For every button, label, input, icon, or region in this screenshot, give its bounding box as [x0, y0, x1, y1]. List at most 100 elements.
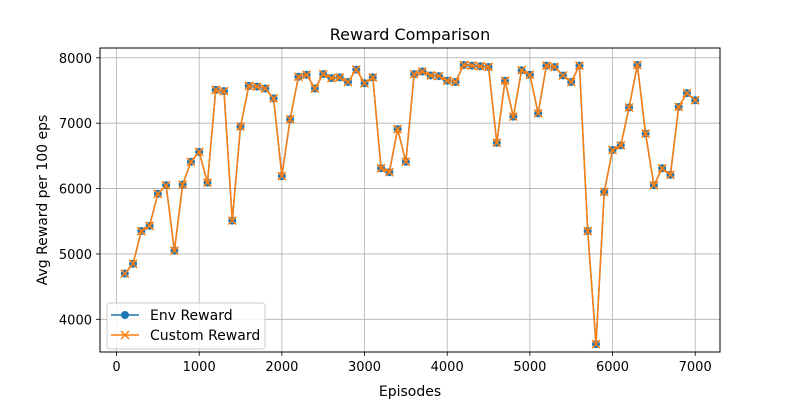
- data-point-custom-reward: [517, 65, 527, 75]
- data-point-custom-reward: [260, 84, 270, 94]
- data-point-custom-reward: [624, 102, 634, 113]
- data-point-custom-reward: [252, 82, 262, 92]
- data-point-custom-reward: [616, 140, 626, 150]
- data-point-custom-reward: [450, 77, 460, 87]
- data-point-custom-reward: [161, 180, 171, 190]
- data-point-custom-reward: [376, 163, 386, 173]
- data-point-custom-reward: [426, 70, 436, 80]
- y-tick-label: 5000: [59, 248, 92, 263]
- data-point-custom-reward: [169, 246, 179, 256]
- data-point-custom-reward: [442, 76, 452, 86]
- data-point-custom-reward: [211, 85, 221, 95]
- legend-marker-env-reward: [121, 311, 129, 319]
- y-tick-label: 8000: [59, 52, 92, 67]
- data-point-custom-reward: [202, 178, 212, 188]
- data-point-custom-reward: [608, 145, 618, 155]
- data-point-custom-reward: [219, 86, 229, 96]
- data-point-custom-reward: [508, 112, 518, 122]
- data-point-custom-reward: [326, 73, 336, 83]
- x-tick-label: 1000: [183, 360, 216, 375]
- data-point-custom-reward: [335, 72, 345, 82]
- data-point-custom-reward: [500, 76, 510, 86]
- y-axis-label: Avg Reward per 100 eps: [35, 115, 51, 286]
- data-point-custom-reward: [682, 88, 692, 98]
- data-point-custom-reward: [475, 61, 485, 71]
- data-point-custom-reward: [550, 62, 560, 72]
- data-point-custom-reward: [244, 81, 254, 91]
- legend-entry-custom-reward: Custom Reward: [111, 328, 260, 344]
- data-point-custom-reward: [227, 216, 237, 226]
- data-point-custom-reward: [632, 60, 642, 70]
- data-point-custom-reward: [599, 187, 609, 197]
- data-point-custom-reward: [277, 171, 287, 181]
- data-point-custom-reward: [236, 121, 246, 131]
- legend: Env Reward Custom Reward: [106, 302, 266, 350]
- data-point-custom-reward: [269, 93, 279, 103]
- data-point-custom-reward: [583, 226, 593, 236]
- data-point-custom-reward: [136, 226, 146, 236]
- data-point-custom-reward: [574, 61, 584, 71]
- data-point-custom-reward: [401, 157, 411, 167]
- data-point-custom-reward: [484, 62, 494, 72]
- data-point-custom-reward: [657, 163, 667, 173]
- data-point-custom-reward: [343, 77, 353, 87]
- data-point-custom-reward: [492, 138, 502, 148]
- data-point-custom-reward: [467, 61, 477, 71]
- data-point-custom-reward: [178, 180, 188, 190]
- data-point-custom-reward: [690, 95, 700, 105]
- legend-label-env-reward: Env Reward: [150, 308, 233, 324]
- data-point-custom-reward: [368, 72, 378, 82]
- data-point-custom-reward: [417, 67, 427, 77]
- legend-marker-custom-reward: [120, 330, 130, 340]
- x-tick-label: 7000: [679, 360, 712, 375]
- series-line-custom-reward: [124, 64, 696, 345]
- x-tick-label: 0: [112, 360, 120, 375]
- axis-ticks: 0 1000 2000 3000 4000 5000 6000 7000 4000 5000 600…: [59, 52, 712, 375]
- data-point-custom-reward: [591, 339, 601, 349]
- data-point-custom-reward: [293, 72, 303, 82]
- data-point-custom-reward: [145, 221, 155, 231]
- data-point-custom-reward: [186, 157, 196, 167]
- x-axis-label: Episodes: [379, 384, 441, 400]
- y-tick-label: 4000: [59, 313, 92, 328]
- data-point-custom-reward: [525, 70, 535, 80]
- x-tick-label: 4000: [431, 360, 464, 375]
- data-point-custom-reward: [409, 69, 419, 79]
- data-point-custom-reward: [285, 114, 295, 124]
- data-point-custom-reward: [120, 269, 130, 279]
- x-tick-label: 6000: [596, 360, 629, 375]
- data-point-custom-reward: [351, 65, 361, 75]
- data-point-custom-reward: [541, 61, 551, 71]
- data-point-custom-reward: [649, 180, 659, 190]
- legend-entry-env-reward: Env Reward: [111, 308, 233, 324]
- data-point-custom-reward: [674, 102, 684, 112]
- data-point-custom-reward: [128, 259, 138, 269]
- data-point-custom-reward: [360, 78, 370, 88]
- plot-area-frame: [99, 47, 721, 353]
- series-lines: [120, 60, 700, 349]
- data-point-custom-reward: [302, 70, 312, 80]
- data-point-custom-reward: [434, 71, 444, 81]
- data-point-custom-reward: [310, 84, 320, 94]
- data-point-custom-reward: [459, 60, 469, 70]
- data-point-custom-reward: [318, 69, 328, 79]
- data-point-custom-reward: [665, 170, 675, 180]
- data-point-custom-reward: [558, 70, 568, 80]
- data-point-custom-reward: [566, 77, 576, 87]
- x-tick-label: 3000: [348, 360, 381, 375]
- data-point-custom-reward: [641, 129, 651, 139]
- y-tick-label: 6000: [59, 183, 92, 198]
- y-tick-label: 7000: [59, 117, 92, 132]
- x-tick-label: 5000: [513, 360, 546, 375]
- data-point-custom-reward: [384, 167, 394, 177]
- legend-label-custom-reward: Custom Reward: [150, 328, 260, 344]
- x-tick-label: 2000: [265, 360, 298, 375]
- chart-title: Reward Comparison: [330, 25, 490, 44]
- data-point-custom-reward: [194, 147, 204, 157]
- data-point-custom-reward: [533, 108, 543, 118]
- data-point-custom-reward: [153, 189, 163, 199]
- data-point-custom-reward: [393, 124, 403, 134]
- legend-box: [106, 302, 266, 350]
